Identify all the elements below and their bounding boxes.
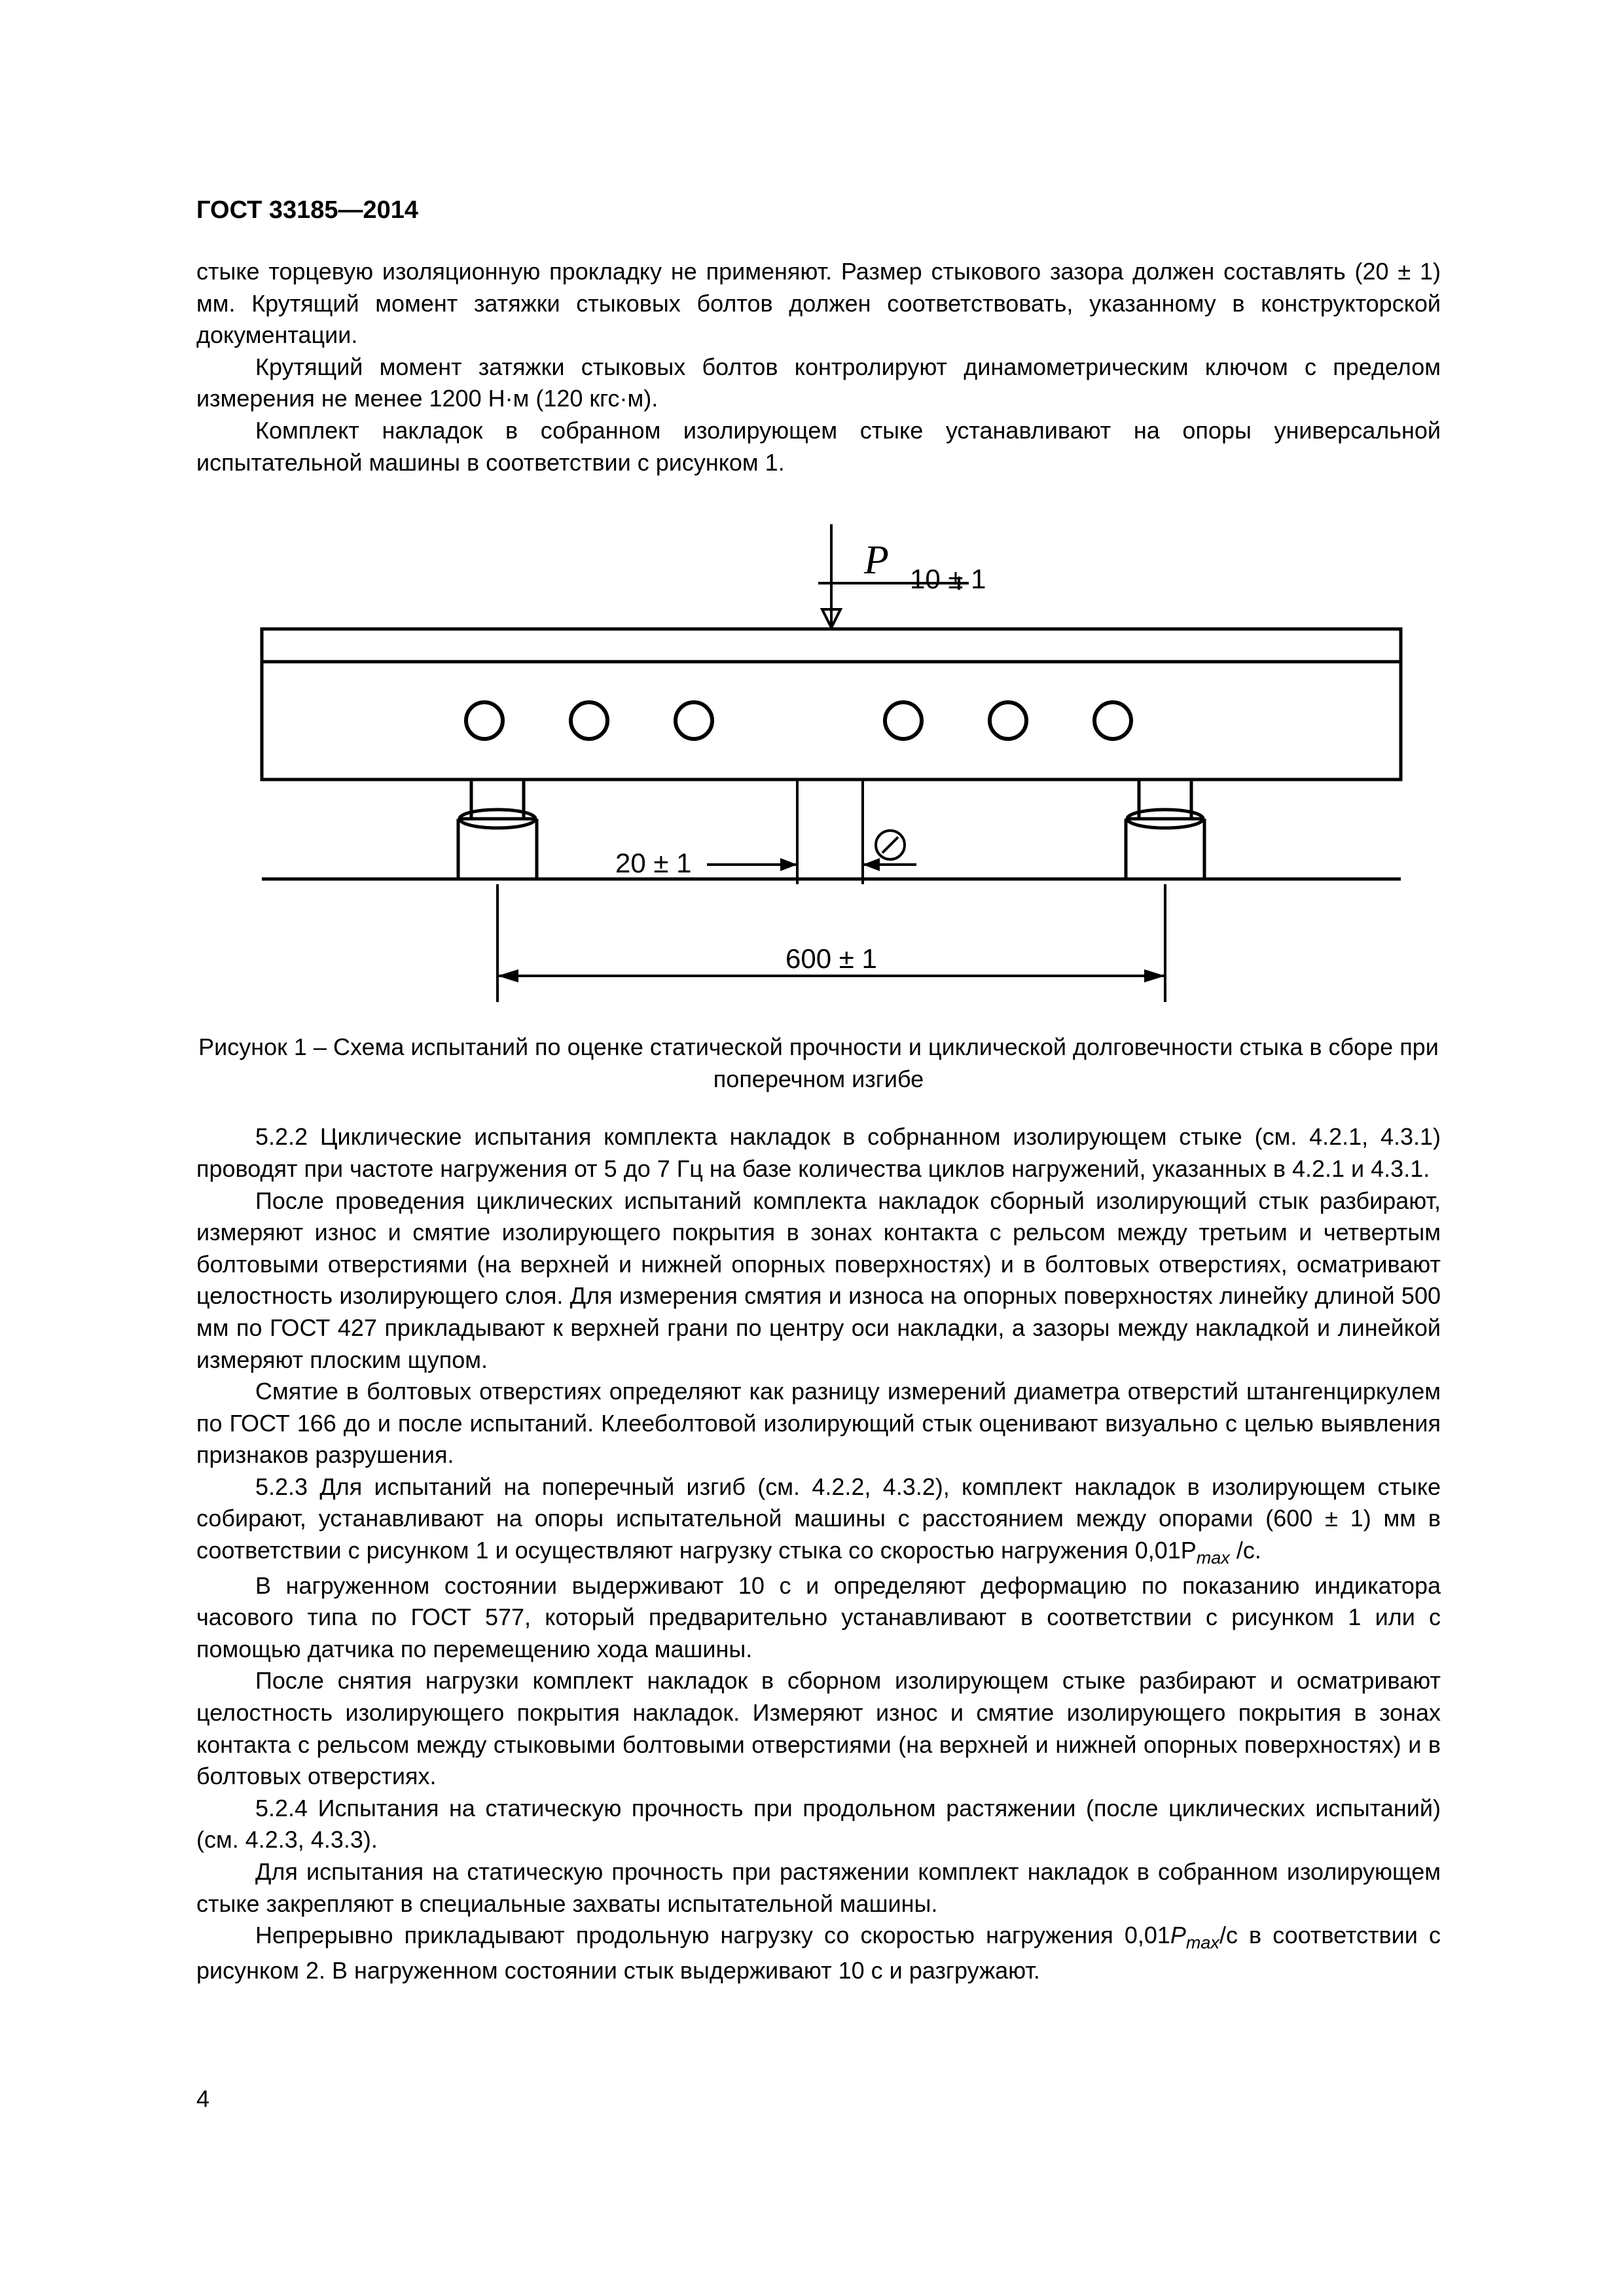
figure-1-svg: P 10 ± 1	[196, 518, 1466, 1015]
fig1-gap-dim: 20 ± 1	[615, 848, 691, 878]
clause-5-2-3: 5.2.3 Для испытаний на поперечный изгиб …	[196, 1471, 1441, 1570]
para-continuation: стыке торцевую изоляционную прокладку не…	[196, 256, 1441, 351]
para: Крутящий момент затяжки стыковых болтов …	[196, 351, 1441, 415]
figure-1-caption: Рисунок 1 – Схема испытаний по оценке ст…	[196, 1031, 1441, 1095]
fig1-span-dim: 600 ± 1	[785, 943, 877, 974]
para: После проведения циклических испытаний к…	[196, 1185, 1441, 1376]
para: В нагруженном состоянии выдерживают 10 с…	[196, 1570, 1441, 1666]
text: /с.	[1230, 1537, 1261, 1564]
page-number: 4	[196, 2085, 209, 2113]
subscript: max	[1197, 1548, 1230, 1568]
para: Для испытания на статическую прочность п…	[196, 1856, 1441, 1920]
para: Непрерывно прикладывают продольную нагру…	[196, 1920, 1441, 1986]
clause-5-2-4: 5.2.4 Испытания на статическую прочность…	[196, 1793, 1441, 1856]
para: Смятие в болтовых отверстиях определяют …	[196, 1376, 1441, 1471]
symbol: Р	[1170, 1922, 1186, 1948]
svg-text:P: P	[863, 538, 889, 583]
para: После снятия нагрузки комплект накладок …	[196, 1665, 1441, 1792]
figure-1: P 10 ± 1	[196, 518, 1441, 1018]
text: Непрерывно прикладывают продольную нагру…	[255, 1922, 1170, 1948]
fig1-offset-dim: 10 ± 1	[910, 564, 986, 594]
para: Комплект накладок в собранном изолирующе…	[196, 415, 1441, 478]
clause-5-2-2: 5.2.2 Циклические испытания комплекта на…	[196, 1121, 1441, 1185]
doc-id: ГОСТ 33185—2014	[196, 196, 1441, 224]
subscript: max	[1186, 1933, 1219, 1952]
page: ГОСТ 33185—2014 стыке торцевую изоляцион…	[0, 0, 1624, 2296]
